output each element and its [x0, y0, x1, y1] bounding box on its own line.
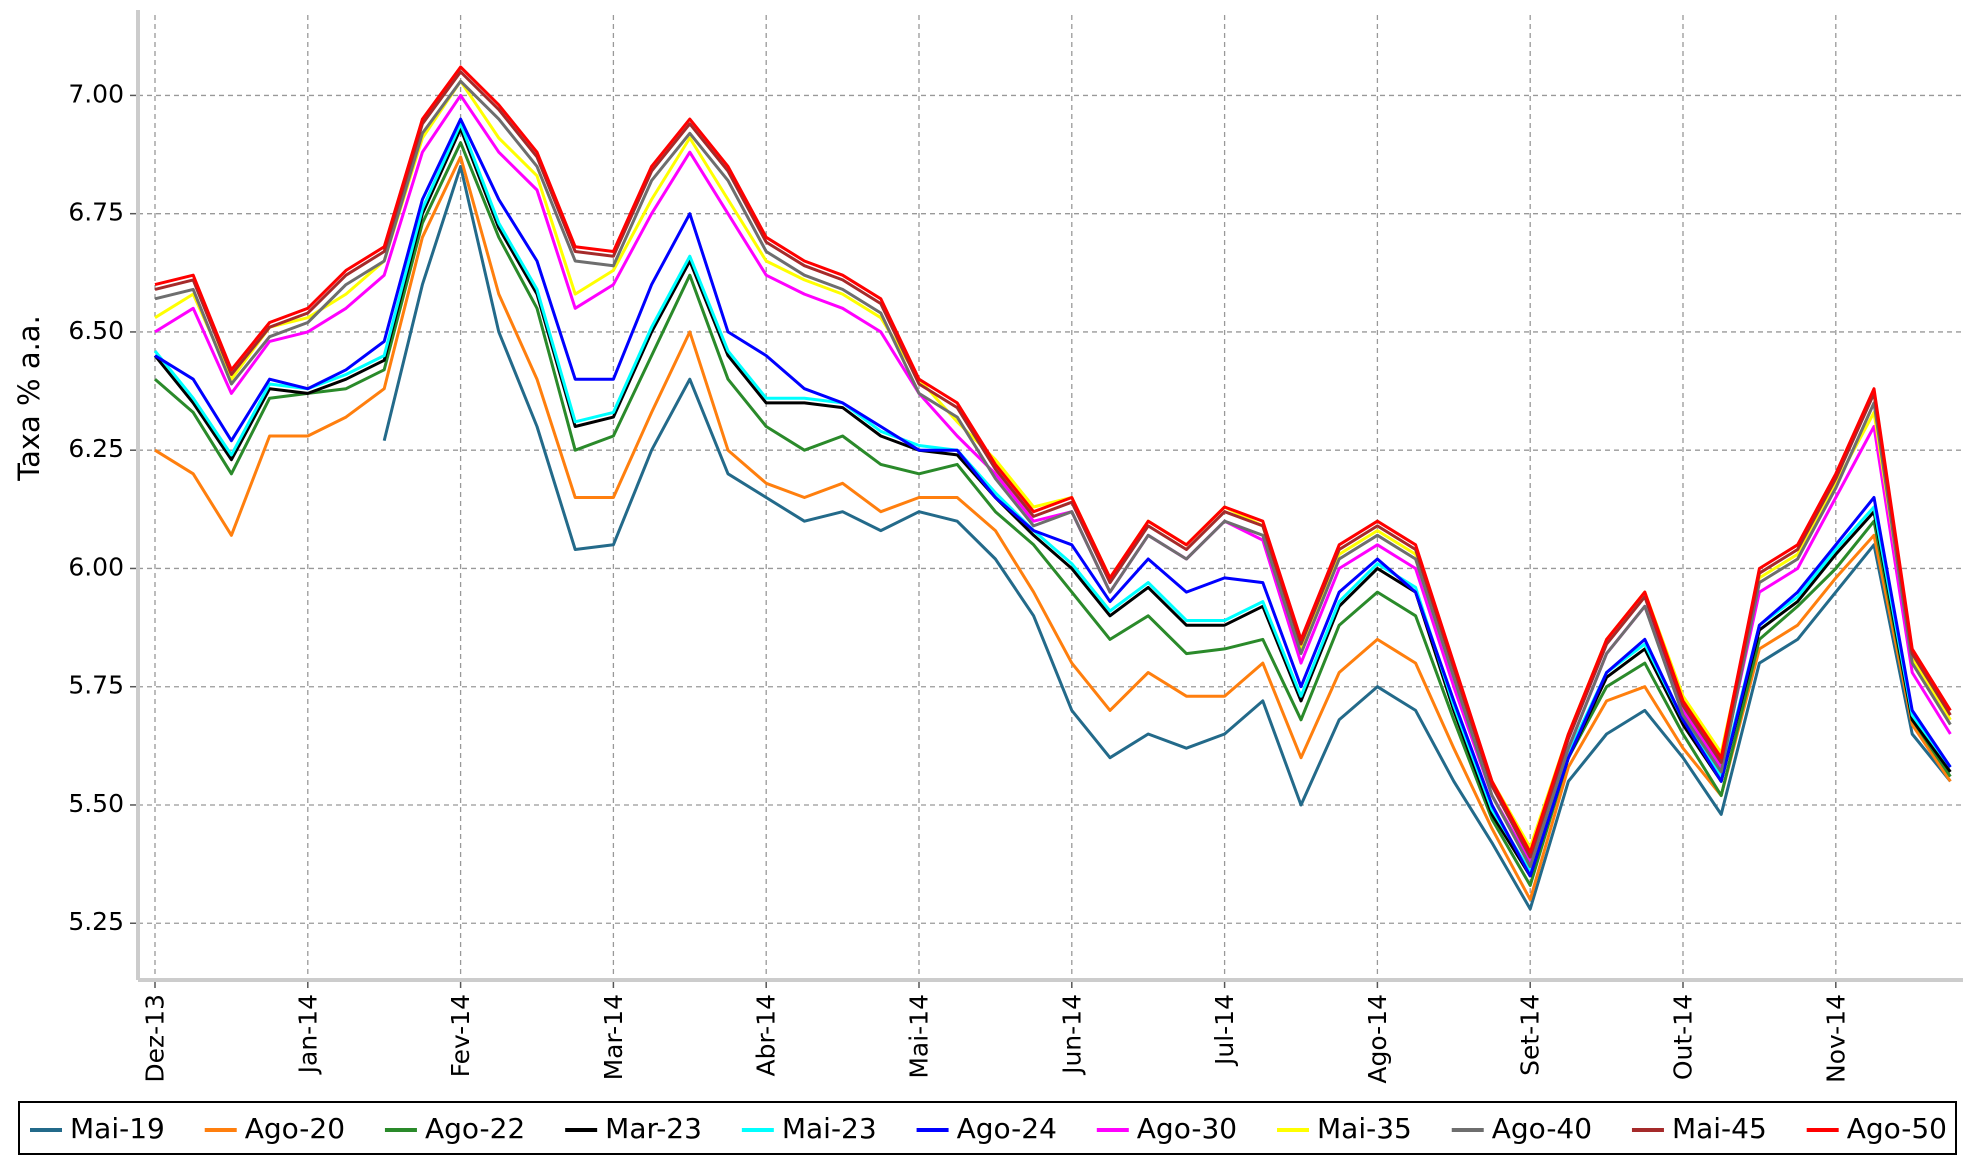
legend-label: Mar-23 [605, 1112, 702, 1145]
x-tick-label: Mar-14 [599, 994, 628, 1080]
x-tick-label: Ago-14 [1363, 994, 1392, 1084]
legend-label: Mai-23 [782, 1112, 877, 1145]
legend-label: Ago-20 [245, 1112, 345, 1145]
x-tick-label: Nov-14 [1821, 994, 1850, 1083]
y-tick-label: 5.50 [68, 789, 124, 818]
legend-label: Ago-50 [1847, 1112, 1947, 1145]
series-line [154, 79, 1952, 868]
series-line [154, 117, 1952, 878]
x-tick-label: Jan-14 [293, 994, 322, 1075]
x-tick-label: Set-14 [1516, 994, 1545, 1076]
x-tick-label: Jun-14 [1057, 994, 1086, 1076]
legend-label: Ago-24 [957, 1112, 1057, 1145]
y-tick-label: 5.75 [68, 671, 124, 700]
y-axis-label: Taxa % a.a. [12, 315, 46, 482]
series-line [154, 70, 1952, 859]
legend-label: Mai-19 [70, 1112, 165, 1145]
series-line [153, 122, 1952, 873]
series-line [382, 164, 1952, 911]
series-line [154, 155, 1952, 902]
y-tick-label: 6.00 [68, 552, 124, 581]
y-tick-label: 7.00 [68, 79, 124, 108]
legend-label: Mai-35 [1317, 1112, 1412, 1145]
y-tick-label: 6.75 [68, 198, 124, 227]
y-tick-label: 6.50 [68, 316, 124, 345]
legend-label: Mai-45 [1672, 1112, 1767, 1145]
x-tick-label: Abr-14 [752, 994, 781, 1076]
series-line [154, 65, 1952, 854]
x-tick-label: Out-14 [1669, 994, 1698, 1080]
x-tick-label: Dez-13 [141, 994, 170, 1083]
series-line [154, 141, 1952, 887]
y-tick-label: 5.25 [68, 907, 124, 936]
x-tick-label: Fev-14 [446, 994, 475, 1077]
x-tick-label: Jul-14 [1210, 994, 1239, 1067]
series-line [153, 127, 1952, 878]
y-tick-label: 6.25 [68, 434, 124, 463]
legend-label: Ago-40 [1492, 1112, 1592, 1145]
legend: Mai-19 Ago-20 Ago-22 Mar-23 Mai-23 Ago-24 Ago-… [30, 1112, 1947, 1145]
legend-label: Ago-22 [425, 1112, 525, 1145]
x-tick-label: Mai-14 [905, 994, 934, 1079]
legend-label: Ago-30 [1137, 1112, 1237, 1145]
